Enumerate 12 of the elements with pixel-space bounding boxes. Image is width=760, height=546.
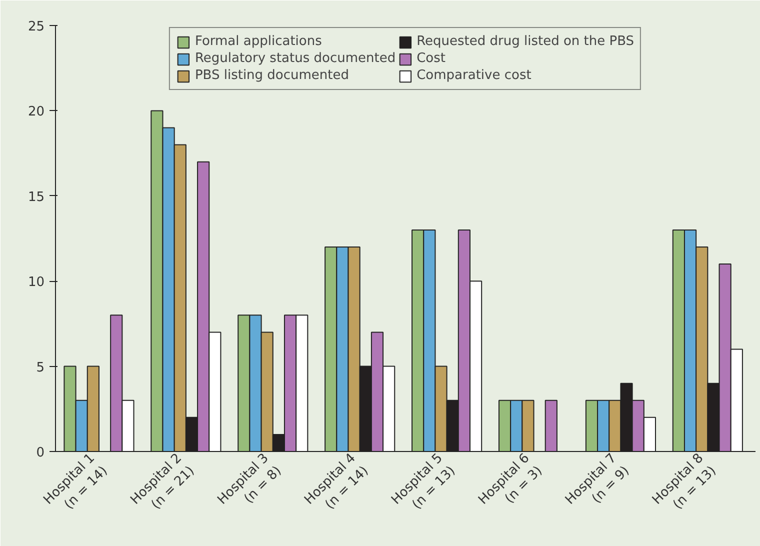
legend-label: Requested drug listed on the PBS [416,34,634,49]
legend-label: Formal applications [194,34,322,49]
y-tick-label: 20 [28,104,45,120]
legend-label: Regulatory status documented [194,51,396,66]
legend-label: PBS listing documented [194,68,350,83]
y-tick-label: 5 [36,360,45,376]
legend-label: Cost [416,51,446,66]
y-tick-label: 0 [36,446,45,460]
y-tick-label: 15 [28,190,45,205]
y-tick-label: 10 [28,275,45,290]
legend-label: Comparative cost [416,68,532,83]
y-tick-label: 25 [28,20,45,34]
